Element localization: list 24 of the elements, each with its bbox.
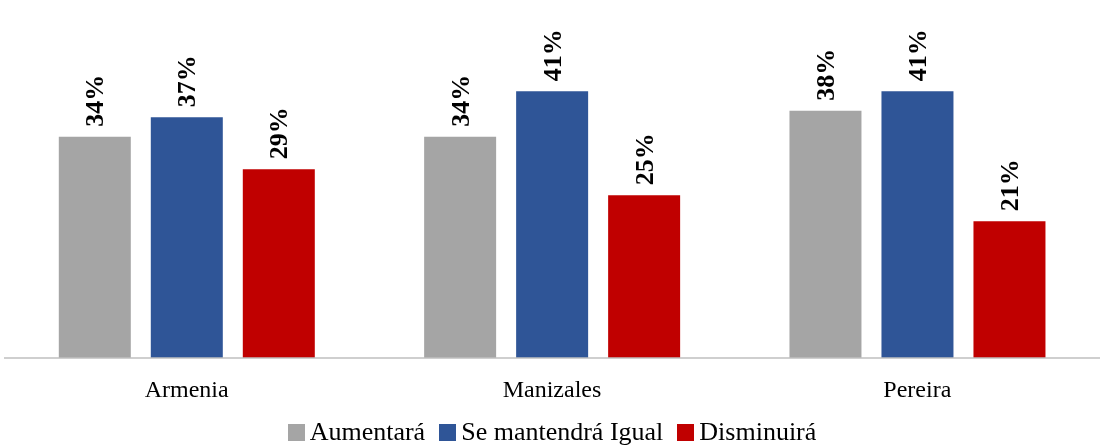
data-label: 38% (810, 48, 840, 101)
bar (973, 221, 1046, 358)
legend-label: Aumentará (309, 417, 426, 446)
bar (150, 117, 223, 358)
data-label: 29% (264, 107, 294, 160)
legend-label: Se mantendrá Igual (461, 417, 664, 446)
data-label: 21% (994, 159, 1024, 212)
bar (424, 136, 497, 358)
bar (881, 91, 954, 358)
bar (789, 110, 862, 358)
legend-label: Disminuirá (699, 417, 817, 446)
data-label: 37% (172, 55, 202, 108)
bar (516, 91, 589, 358)
data-label: 41% (537, 29, 567, 82)
x-tick-label: Manizales (502, 376, 602, 403)
x-tick-label: Pereira (883, 376, 952, 403)
bar (242, 169, 315, 358)
bar (608, 195, 681, 358)
bar (58, 136, 131, 358)
data-label: 25% (629, 133, 659, 186)
data-label: 34% (80, 74, 110, 127)
data-label: 34% (445, 74, 475, 127)
x-tick-label: Armenia (144, 376, 229, 403)
data-label: 41% (902, 29, 932, 82)
